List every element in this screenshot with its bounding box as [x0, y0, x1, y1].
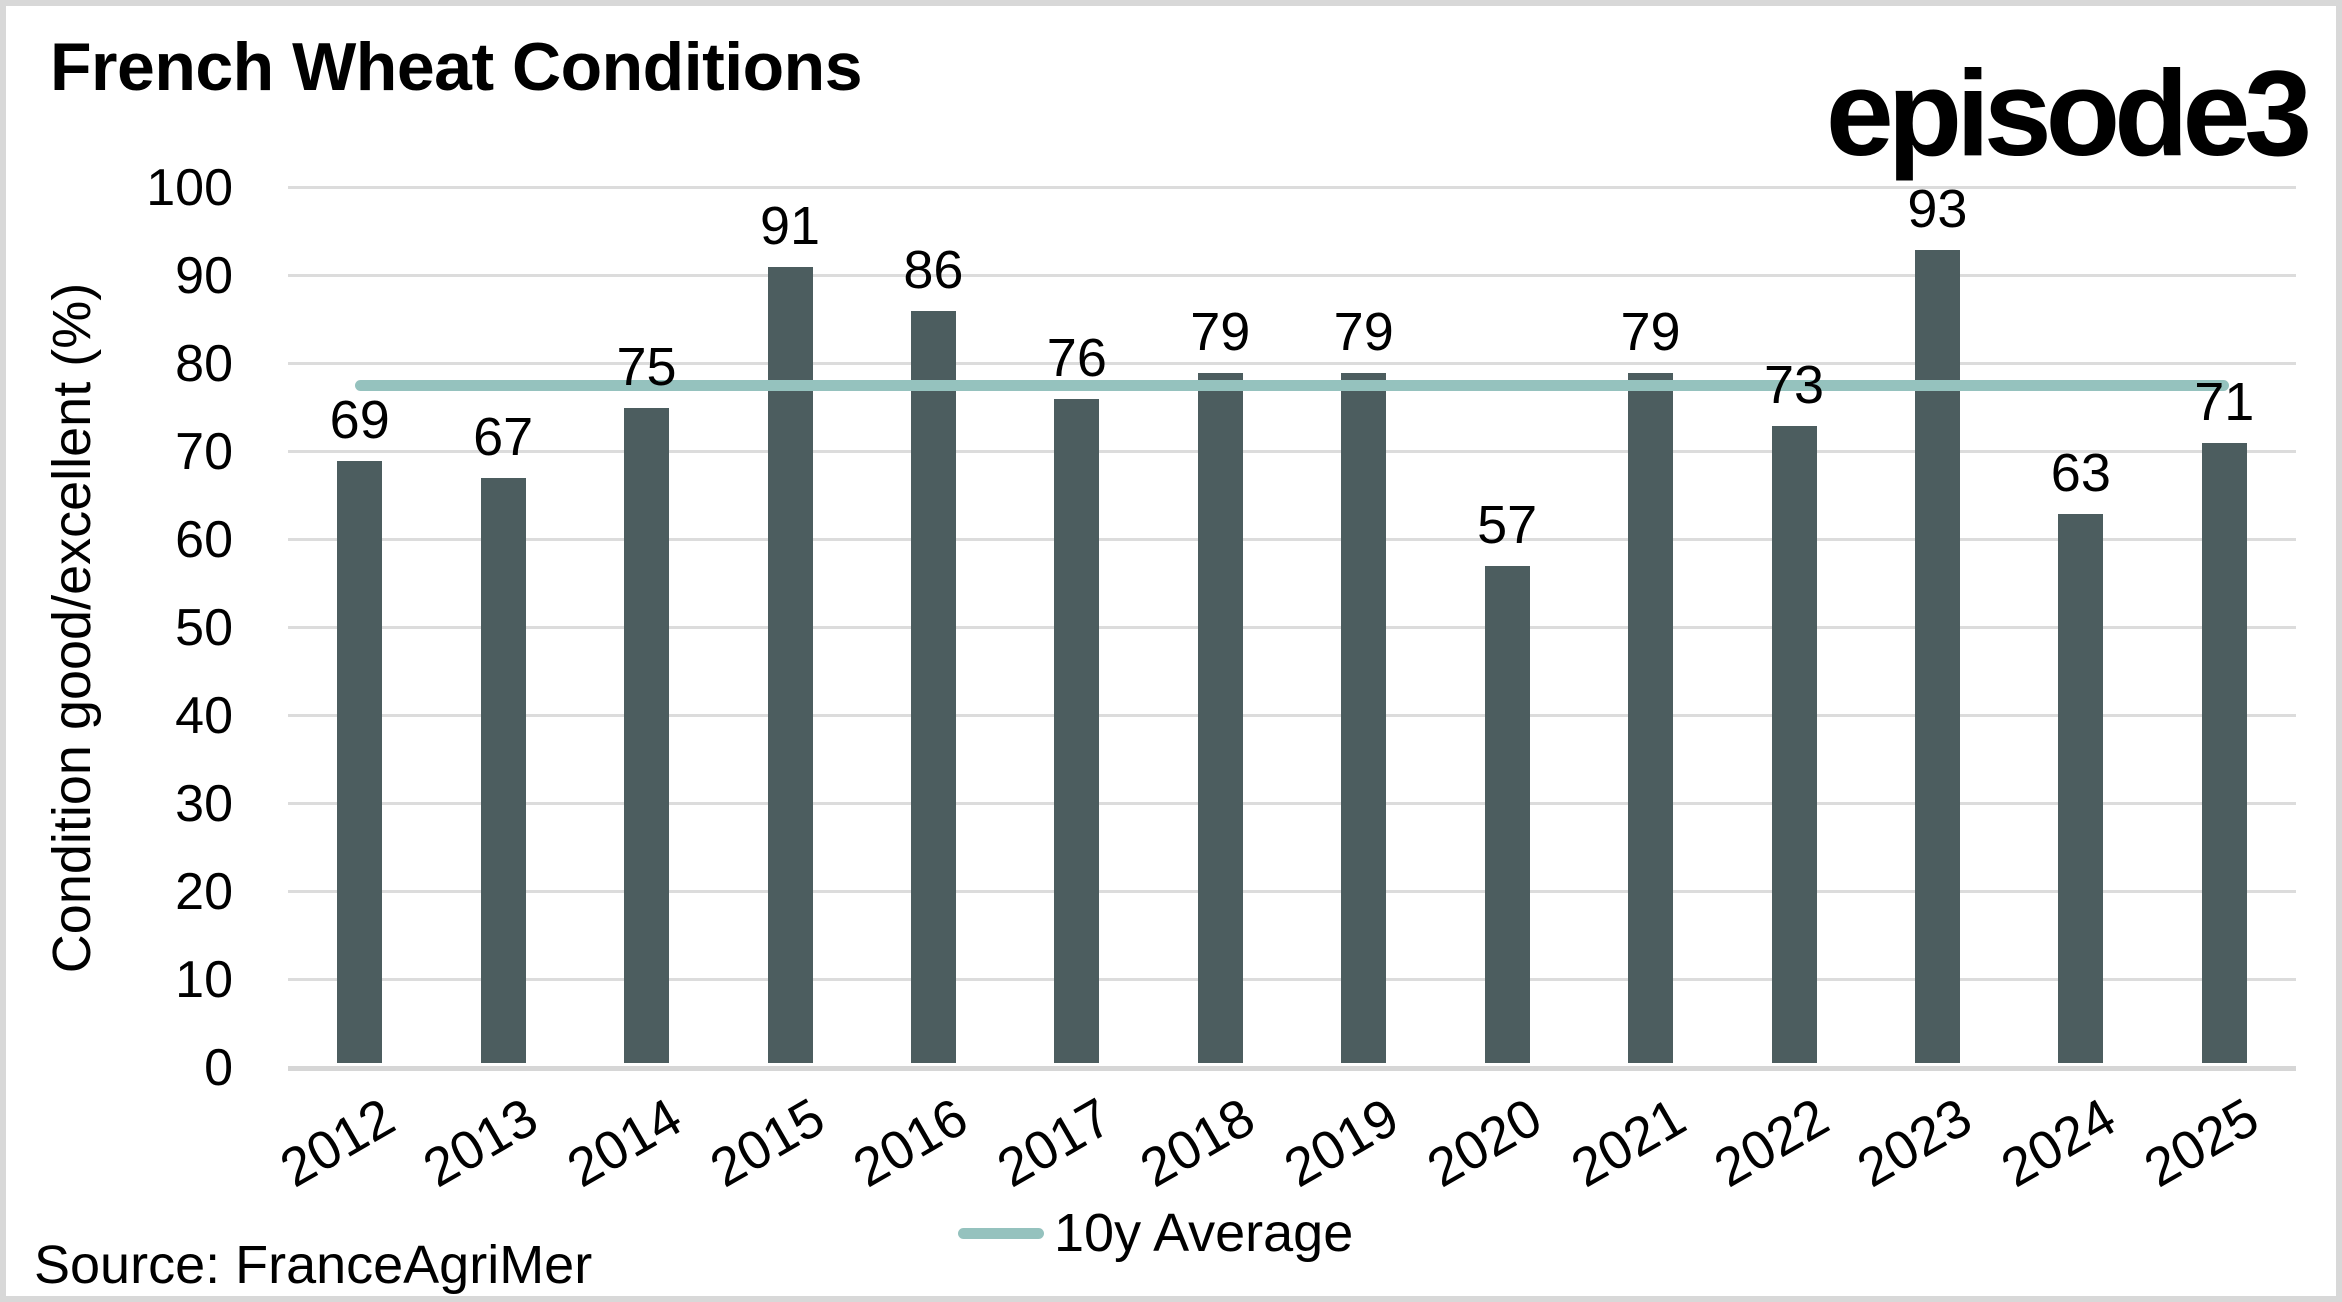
legend-label: 10y Average	[1054, 1203, 1354, 1263]
y-tick-label: 90	[175, 247, 233, 305]
x-axis-line	[288, 1066, 2296, 1071]
y-tick-label: 50	[175, 599, 233, 657]
bar-value-label: 69	[329, 389, 390, 450]
bar-value-label: 75	[616, 337, 677, 397]
y-tick-label: 70	[175, 423, 233, 481]
bar-value-label: 57	[1477, 495, 1538, 556]
source-note: Source: FranceAgriMer	[34, 1235, 593, 1295]
average-line-swatch	[958, 1227, 1044, 1239]
gridline	[288, 186, 2296, 189]
bar-value-label: 79	[1190, 301, 1251, 362]
bar-value-label: 63	[2050, 442, 2111, 503]
bar-2016	[910, 311, 956, 1063]
bar-value-label: 79	[1620, 301, 1681, 362]
legend: 10y Average	[958, 1202, 1353, 1264]
bar-2017	[1054, 399, 1100, 1063]
gridline	[288, 714, 2296, 717]
chart-title: French Wheat Conditions	[50, 29, 863, 105]
gridline	[288, 802, 2296, 805]
y-tick-label: 20	[175, 863, 233, 921]
y-tick-label: 0	[204, 1039, 233, 1097]
bar-2013	[480, 478, 526, 1063]
bar-value-label: 79	[1333, 301, 1394, 362]
bar-2022	[1771, 425, 1817, 1063]
bar-2021	[1628, 372, 1674, 1063]
bar-2014	[624, 408, 670, 1063]
bar-value-label: 67	[473, 407, 534, 468]
bar-2015	[767, 267, 813, 1063]
gridline	[288, 626, 2296, 629]
y-tick-label: 40	[175, 687, 233, 745]
gridline	[288, 362, 2296, 365]
gridline	[288, 450, 2296, 453]
gridline	[288, 978, 2296, 981]
bar-value-label: 71	[2194, 372, 2255, 433]
gridline	[288, 538, 2296, 541]
bar-value-label: 86	[903, 240, 964, 301]
bar-2018	[1197, 372, 1243, 1063]
episode3-logo: episode3	[1825, 45, 2312, 181]
bar-2023	[1914, 249, 1960, 1063]
bar-2024	[2058, 513, 2104, 1063]
bar-2019	[1341, 372, 1387, 1063]
y-tick-label: 60	[175, 511, 233, 569]
bar-value-label: 91	[759, 196, 821, 257]
bar-value-label: 76	[1046, 328, 1107, 389]
bar-2025	[2201, 443, 2247, 1063]
bar-value-label: 93	[1907, 178, 1968, 239]
y-tick-label: 100	[146, 159, 233, 217]
average-line	[354, 379, 2230, 391]
gridline	[288, 890, 2296, 893]
bar-2020	[1484, 566, 1530, 1063]
bar-value-label: 73	[1763, 354, 1825, 415]
y-tick-label: 30	[175, 775, 233, 833]
bar-2012	[337, 460, 383, 1063]
plot-area: 69 67 75 91 86 76 79 79 57 79 73 93 63 71	[288, 179, 2296, 1071]
y-tick-label: 80	[175, 335, 233, 393]
y-tick-label: 10	[175, 951, 233, 1009]
gridline	[288, 274, 2296, 277]
